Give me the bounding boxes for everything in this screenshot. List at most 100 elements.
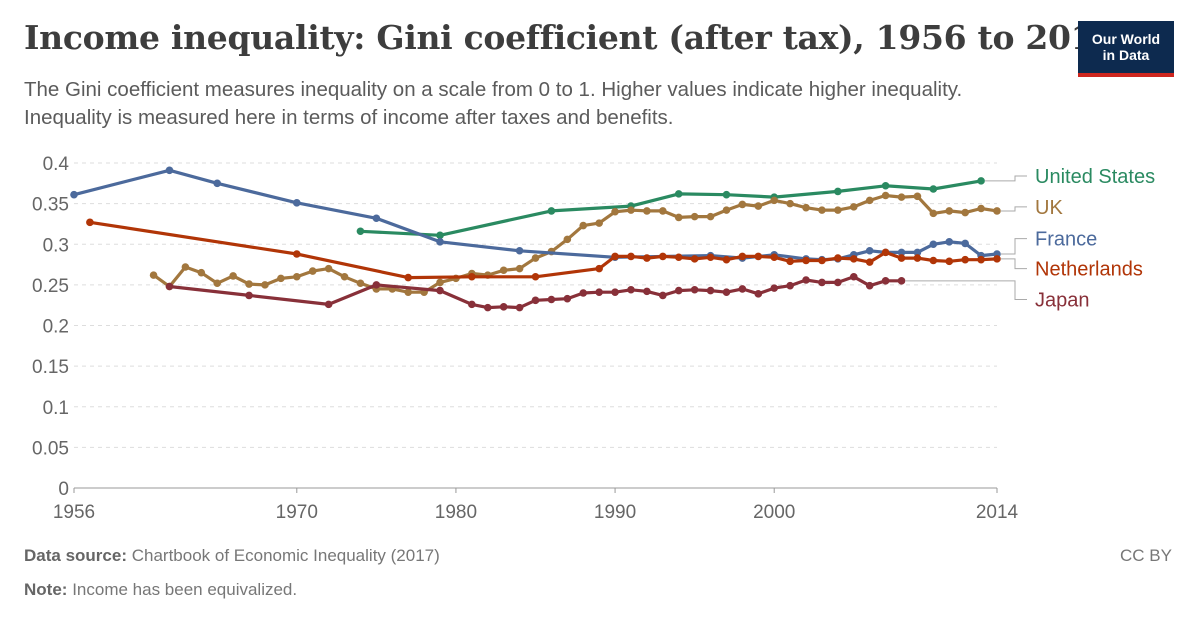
data-point	[499, 266, 508, 275]
data-point	[372, 281, 381, 289]
y-tick-label: 0.3	[43, 235, 69, 256]
data-point	[674, 253, 683, 262]
y-tick-label: 0.2	[43, 317, 69, 338]
data-point	[929, 240, 938, 249]
data-point	[197, 268, 206, 277]
series-lines	[70, 166, 1001, 312]
source-label: Data source:	[24, 546, 127, 565]
note-text: Income has been equivalized.	[72, 580, 298, 599]
data-point	[531, 272, 540, 281]
data-point	[993, 207, 1001, 215]
x-tick-label: 1980	[435, 502, 477, 523]
data-point	[245, 280, 253, 288]
data-point	[945, 238, 954, 246]
data-point	[436, 286, 444, 295]
data-point	[643, 287, 651, 296]
data-point	[690, 212, 699, 221]
data-point	[595, 264, 603, 273]
data-point	[881, 277, 890, 285]
data-point	[881, 248, 890, 257]
data-point	[547, 295, 556, 304]
data-point	[213, 279, 222, 288]
data-point	[849, 272, 858, 281]
legend-label: Japan	[1035, 290, 1090, 312]
data-point	[165, 282, 174, 291]
data-point	[722, 190, 731, 199]
data-point	[834, 254, 842, 262]
y-tick-label: 0	[58, 479, 69, 500]
data-source: Data source: Chartbook of Economic Inequ…	[24, 546, 440, 566]
data-point	[722, 288, 731, 296]
series-line	[88, 220, 999, 280]
data-point	[372, 214, 381, 223]
data-point	[674, 286, 683, 295]
data-point	[961, 208, 969, 217]
data-point	[611, 252, 619, 261]
legend-label: France	[1035, 229, 1097, 251]
data-point	[229, 272, 237, 280]
series-uk	[149, 191, 1001, 296]
data-point	[261, 281, 269, 289]
data-point	[738, 200, 747, 209]
data-point	[738, 285, 747, 293]
data-point	[468, 272, 476, 281]
data-point	[818, 278, 826, 287]
y-tick-label: 0.35	[32, 195, 69, 216]
data-point	[786, 199, 794, 208]
axes: 0 0.05 0.1 0.15 0.2 0.25 0.3 0.35 0.4 1956 1970 198…	[32, 154, 1019, 523]
data-point	[324, 264, 333, 273]
y-tick-label: 0.4	[43, 154, 70, 175]
legend-label: UK	[1035, 197, 1063, 219]
data-point	[897, 248, 906, 257]
data-point	[595, 288, 603, 296]
data-point	[770, 253, 779, 262]
data-point	[595, 219, 603, 227]
data-point	[802, 203, 810, 212]
data-point	[738, 252, 747, 261]
legend-label: Netherlands	[1035, 259, 1143, 281]
data-point	[706, 253, 715, 262]
logo-line-2: in Data	[1102, 47, 1150, 63]
legend-connector	[905, 280, 1027, 300]
data-point	[786, 281, 794, 290]
data-point	[563, 235, 572, 244]
data-point	[993, 255, 1001, 263]
owid-logo[interactable]: Our World in Data	[1078, 21, 1174, 77]
x-tick-label: 1990	[594, 502, 636, 523]
data-point	[181, 263, 190, 271]
data-point	[897, 277, 906, 285]
data-point	[436, 238, 444, 246]
data-point	[865, 281, 874, 290]
note-label: Note:	[24, 580, 68, 599]
data-point	[802, 276, 810, 284]
data-point	[436, 231, 444, 240]
data-point	[834, 187, 842, 196]
data-point	[865, 246, 874, 255]
data-point	[659, 207, 667, 215]
data-point	[897, 193, 906, 201]
data-point	[436, 278, 444, 287]
series-united-states	[356, 177, 985, 240]
data-point	[674, 213, 683, 222]
data-point	[292, 199, 301, 207]
chart-title: Income inequality: Gini coefficient (aft…	[24, 18, 1117, 57]
x-tick-label: 2014	[976, 502, 1019, 523]
data-point	[754, 252, 763, 261]
data-point	[913, 254, 922, 262]
data-point	[340, 272, 349, 281]
source-text[interactable]: Chartbook of Economic Inequality (2017)	[131, 546, 440, 565]
data-point	[929, 209, 938, 218]
data-point	[929, 256, 938, 265]
license-link[interactable]: CC BY	[1120, 546, 1172, 565]
data-point	[213, 179, 222, 188]
y-tick-label: 0.1	[43, 398, 69, 419]
data-point	[515, 264, 524, 273]
data-point	[690, 255, 699, 263]
data-point	[531, 296, 540, 305]
data-point	[356, 279, 365, 288]
data-point	[802, 256, 810, 265]
data-point	[404, 288, 412, 296]
series-japan	[165, 272, 906, 312]
data-point	[149, 271, 158, 279]
data-point	[579, 289, 588, 297]
